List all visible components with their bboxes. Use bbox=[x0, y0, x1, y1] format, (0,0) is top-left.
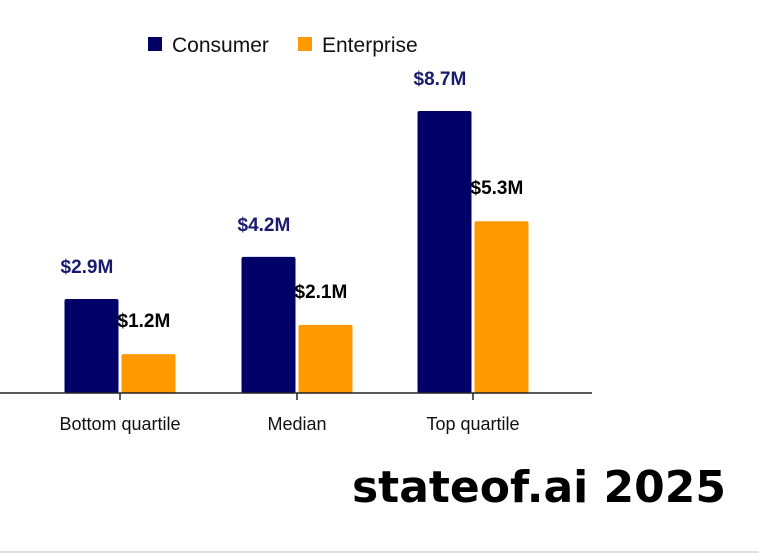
x-tick-label-top-quartile: Top quartile bbox=[426, 414, 519, 434]
data-label-consumer-bottom-quartile: $2.9M bbox=[61, 257, 114, 278]
bars-group bbox=[64, 111, 529, 393]
bar-consumer-bottom-quartile bbox=[64, 299, 119, 393]
brand-watermark: stateof.ai 2025 bbox=[351, 462, 726, 513]
data-labels-group: $2.9M $1.2M $4.2M $2.1M $8.7M $5.3M bbox=[61, 69, 524, 332]
x-tick-labels: Bottom quartile Median Top quartile bbox=[59, 393, 520, 434]
data-label-enterprise-median: $2.1M bbox=[295, 282, 348, 303]
data-label-consumer-median: $4.2M bbox=[238, 215, 291, 236]
x-tick-label-median: Median bbox=[267, 414, 326, 434]
bar-enterprise-bottom-quartile bbox=[121, 354, 176, 393]
bar-consumer-top-quartile bbox=[417, 111, 472, 393]
legend-label-enterprise: Enterprise bbox=[322, 34, 418, 57]
legend-swatch-consumer bbox=[148, 37, 162, 51]
x-tick-label-bottom-quartile: Bottom quartile bbox=[59, 414, 180, 434]
bar-enterprise-top-quartile bbox=[474, 221, 529, 393]
data-label-enterprise-top-quartile: $5.3M bbox=[471, 178, 524, 199]
bar-enterprise-median bbox=[298, 324, 353, 393]
legend-swatch-enterprise bbox=[298, 37, 312, 51]
legend-label-consumer: Consumer bbox=[172, 34, 269, 57]
chart-legend: Consumer Enterprise bbox=[148, 34, 418, 57]
page-divider bbox=[0, 551, 759, 553]
data-label-enterprise-bottom-quartile: $1.2M bbox=[118, 311, 171, 332]
bar-consumer-median bbox=[241, 256, 296, 393]
data-label-consumer-top-quartile: $8.7M bbox=[414, 69, 467, 90]
